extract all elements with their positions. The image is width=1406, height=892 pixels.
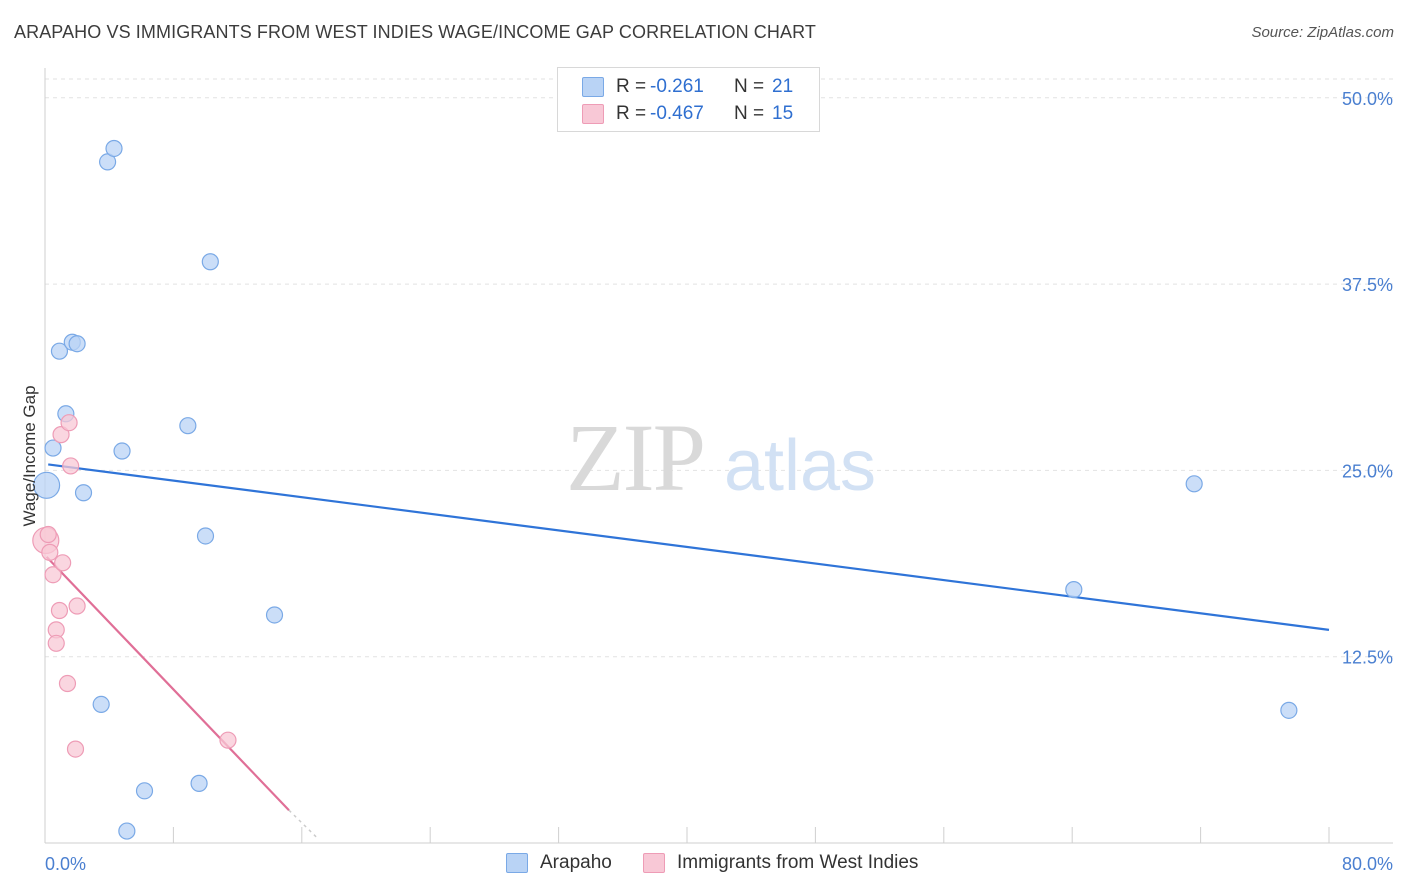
legend-r-label: R = — [616, 103, 647, 124]
blue-point — [74, 484, 93, 502]
blue-trend-line — [48, 463, 1330, 631]
pink-point — [44, 566, 62, 584]
pink-point — [47, 634, 65, 652]
legend-swatch-pink — [643, 853, 665, 873]
legend-r-label: R = — [616, 76, 647, 97]
legend-row-west-indies: R = -0.467 N = 15 — [582, 101, 793, 127]
correlation-legend: R = -0.261 N = 21 R = -0.467 N = 15 — [557, 67, 820, 132]
y-tick-label: 50.0% — [1342, 89, 1393, 109]
legend-swatch-pink — [582, 104, 604, 124]
axes — [44, 68, 1393, 844]
pink-trend-line — [45, 556, 290, 811]
legend-n-value: 21 — [772, 76, 794, 97]
legend-n-value: 15 — [772, 103, 794, 124]
y-tick-label: 37.5% — [1342, 275, 1393, 295]
y-tick-label: 12.5% — [1342, 648, 1393, 668]
pink-point — [68, 597, 86, 615]
y-tick-label: 25.0% — [1342, 461, 1393, 481]
legend-swatch-blue — [506, 853, 528, 873]
pink-point — [52, 426, 70, 444]
blue-point — [196, 527, 215, 545]
legend-r-value: -0.467 — [650, 103, 704, 124]
watermark: ZIP atlas — [566, 404, 876, 511]
pink-point — [58, 674, 77, 693]
watermark-zip: ZIP — [566, 404, 704, 511]
legend-n-label: N = — [734, 76, 765, 97]
source-note: Source: ZipAtlas.com — [1251, 24, 1394, 41]
blue-point — [92, 695, 110, 713]
blue-point — [33, 471, 61, 499]
grid-lines — [45, 78, 1393, 658]
legend-swatch-blue — [582, 77, 604, 97]
legend-item-arapaho: Arapaho — [506, 852, 612, 874]
blue-point — [105, 139, 123, 158]
legend-r-value: -0.261 — [650, 76, 704, 97]
pink-point — [66, 740, 85, 758]
legend-row-arapaho: R = -0.261 N = 21 — [582, 74, 793, 100]
axis-labels: 12.5% 25.0% 37.5% 50.0% 0.0% 80.0% — [45, 89, 1393, 874]
blue-point — [179, 417, 197, 435]
pink-point — [41, 543, 59, 561]
x-tick-label: 0.0% — [45, 854, 86, 874]
legend-label-arapaho: Arapaho — [540, 852, 612, 873]
pink-point — [219, 731, 237, 749]
data-points — [32, 139, 1298, 840]
pink-point — [60, 414, 78, 432]
blue-point — [265, 606, 284, 624]
pink-point — [54, 554, 72, 572]
blue-point — [113, 442, 131, 460]
x-tick-label: 80.0% — [1342, 854, 1393, 874]
trend-lines — [45, 463, 1330, 840]
blue-point — [50, 342, 69, 360]
blue-point — [1280, 701, 1298, 719]
blue-point — [44, 439, 62, 457]
y-axis-label: Wage/Income Gap — [20, 385, 39, 526]
blue-point — [68, 335, 86, 353]
legend-item-west-indies: Immigrants from West Indies — [643, 852, 918, 874]
legend-label-west-indies: Immigrants from West Indies — [677, 852, 919, 873]
blue-point — [190, 774, 208, 792]
blue-point — [1065, 581, 1083, 599]
blue-point — [135, 782, 154, 800]
series-legend: Arapaho Immigrants from West Indies — [0, 852, 1406, 878]
blue-point — [118, 822, 136, 840]
pink-trend-extension — [288, 809, 319, 840]
watermark-atlas: atlas — [724, 426, 876, 506]
pink-point — [50, 601, 69, 620]
pink-point — [39, 525, 57, 544]
chart-title: ARAPAHO VS IMMIGRANTS FROM WEST INDIES W… — [14, 22, 816, 42]
blue-point — [201, 253, 219, 271]
legend-n-label: N = — [734, 103, 765, 124]
blue-point — [1185, 475, 1203, 493]
pink-point — [62, 457, 80, 475]
